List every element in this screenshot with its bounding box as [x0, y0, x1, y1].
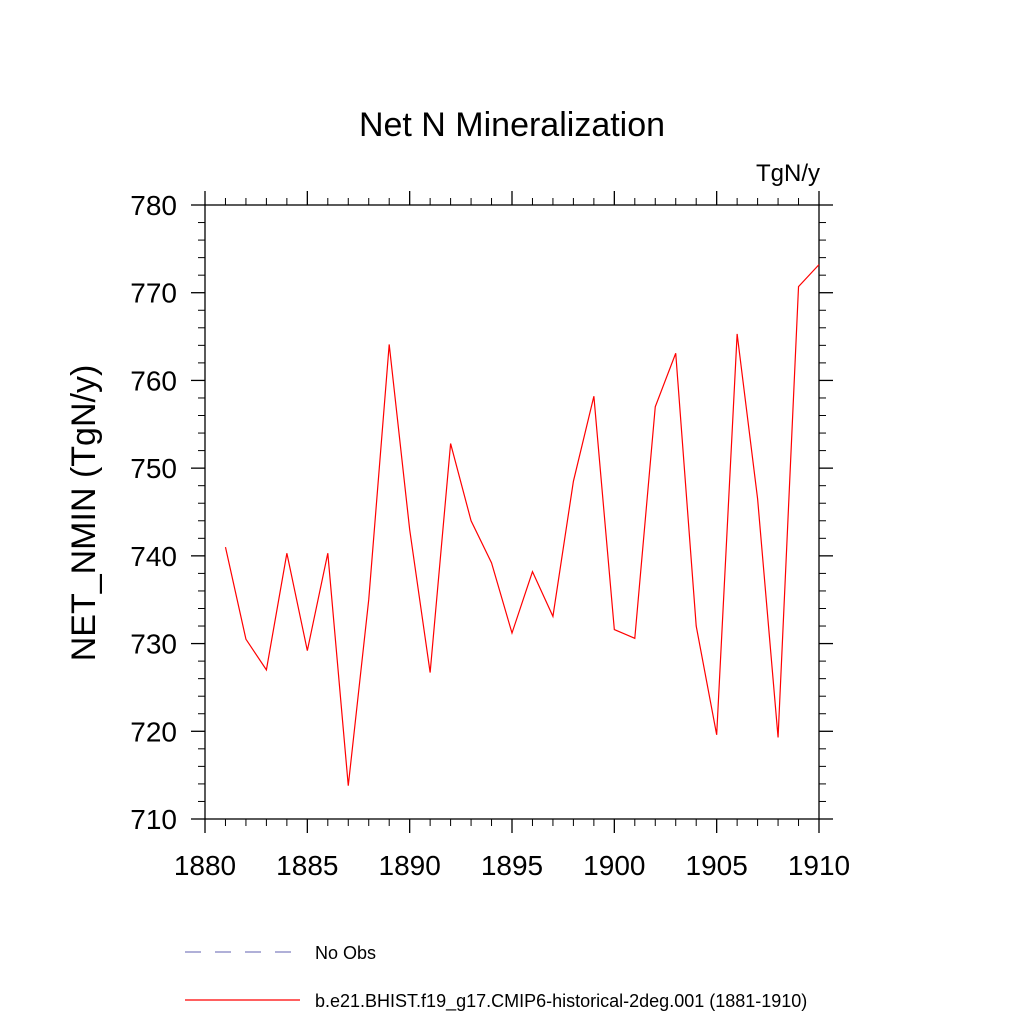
legend-label: No Obs	[315, 943, 376, 963]
units-label: TgN/y	[756, 160, 820, 187]
y-tick-label: 730	[130, 629, 177, 660]
y-axis-label: NET_NMIN (TgN/y)	[65, 365, 103, 662]
y-tick-label: 760	[130, 365, 177, 396]
x-tick-label: 1890	[379, 850, 441, 881]
x-tick-label: 1880	[174, 850, 236, 881]
x-tick-label: 1895	[481, 850, 543, 881]
x-tick-label: 1900	[583, 850, 645, 881]
legend: No Obs b.e21.BHIST.f19_g17.CMIP6-historic…	[185, 943, 807, 1012]
series-layer	[224, 264, 820, 786]
y-tick-label: 750	[130, 453, 177, 484]
x-tick-label: 1910	[788, 850, 850, 881]
y-tick-label: 780	[130, 190, 177, 221]
chart-title: Net N Mineralization	[359, 106, 665, 144]
x-tick-label: 1905	[686, 850, 748, 881]
y-tick-label: 710	[130, 804, 177, 835]
x-tick-label: 1885	[276, 850, 338, 881]
y-tick-label: 770	[130, 278, 177, 309]
x-tick-labels: 1880 1885 1890 1895 1900 1905 1910	[174, 850, 850, 881]
legend-label: b.e21.BHIST.f19_g17.CMIP6-historical-2de…	[315, 991, 807, 1012]
series-line	[224, 264, 820, 786]
y-tick-label: 720	[130, 716, 177, 747]
axis-ticks	[191, 191, 833, 833]
plot-frame	[204, 204, 820, 820]
y-tick-label: 740	[130, 541, 177, 572]
y-tick-labels: 710 720 730 740 750 760 770 780	[130, 190, 177, 835]
